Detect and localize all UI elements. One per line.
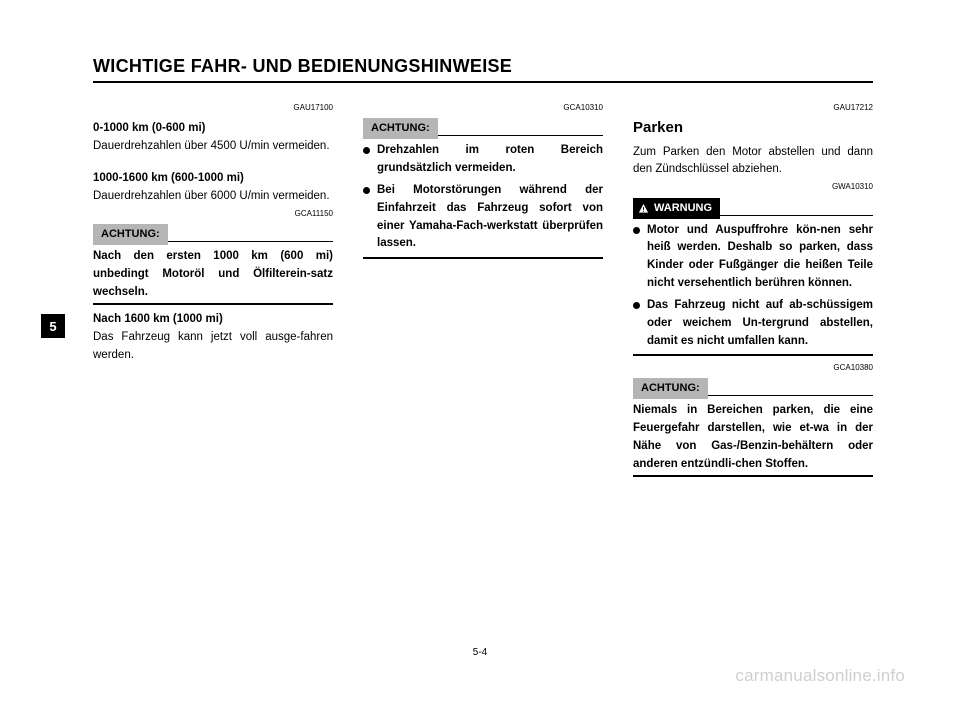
reference-code: GCA10310 <box>363 102 603 114</box>
subheading: 0-1000 km (0-600 mi) <box>93 120 333 138</box>
list-item: Drehzahlen im roten Bereich grundsätzlic… <box>363 142 603 178</box>
achtung-label: ACHTUNG: <box>363 118 438 139</box>
content-columns: GAU17100 0-1000 km (0-600 mi) Dauerdrehz… <box>93 100 873 483</box>
achtung-list: Drehzahlen im roten Bereich grundsätzlic… <box>363 142 603 253</box>
warnung-label-text: WARNUNG <box>654 200 712 217</box>
subheading: Nach 1600 km (1000 mi) <box>93 311 333 329</box>
warnung-label: WARNUNG <box>633 198 720 219</box>
watermark: carmanualsonline.info <box>735 666 905 686</box>
subheading: 1000-1600 km (600-1000 mi) <box>93 170 333 188</box>
reference-code: GCA10380 <box>633 362 873 374</box>
column-1: GAU17100 0-1000 km (0-600 mi) Dauerdrehz… <box>93 100 333 483</box>
warnung-label-row: WARNUNG <box>633 196 873 216</box>
list-item: Motor und Auspuffrohre kön-nen sehr heiß… <box>633 222 873 293</box>
paragraph: Dauerdrehzahlen über 6000 U/min vermeide… <box>93 188 333 206</box>
page-title: WICHTIGE FAHR- UND BEDIENUNGSHINWEISE <box>93 56 512 77</box>
reference-code: GAU17212 <box>633 102 873 114</box>
achtung-label: ACHTUNG: <box>633 378 708 399</box>
achtung-text: Nach den ersten 1000 km (600 mi) unbedin… <box>93 248 333 301</box>
warning-icon <box>638 203 649 214</box>
achtung-label-row: ACHTUNG: <box>633 376 873 396</box>
page-number: 5-4 <box>0 647 960 658</box>
paragraph: Zum Parken den Motor abstellen und dann … <box>633 144 873 180</box>
list-item: Das Fahrzeug nicht auf ab-schüssigem ode… <box>633 297 873 350</box>
paragraph: Das Fahrzeug kann jetzt voll ausge-fahre… <box>93 329 333 365</box>
achtung-label-row: ACHTUNG: <box>363 116 603 136</box>
achtung-text: Niemals in Bereichen parken, die eine Fe… <box>633 402 873 473</box>
paragraph: Dauerdrehzahlen über 4500 U/min vermeide… <box>93 138 333 156</box>
achtung-label-row: ACHTUNG: <box>93 222 333 242</box>
warnung-list: Motor und Auspuffrohre kön-nen sehr heiß… <box>633 222 873 351</box>
section-rule <box>363 257 603 259</box>
section-rule <box>633 475 873 477</box>
title-rule <box>93 81 873 83</box>
reference-code: GCA11150 <box>93 208 333 220</box>
list-item: Bei Motorstörungen während der Einfahrze… <box>363 182 603 253</box>
section-rule <box>93 303 333 305</box>
section-rule <box>633 354 873 356</box>
section-heading: Parken <box>633 116 873 139</box>
achtung-label: ACHTUNG: <box>93 224 168 245</box>
column-2: GCA10310 ACHTUNG: Drehzahlen im roten Be… <box>363 100 603 483</box>
reference-code: GWA10310 <box>633 181 873 193</box>
chapter-tab: 5 <box>41 314 65 338</box>
column-3: GAU17212 Parken Zum Parken den Motor abs… <box>633 100 873 483</box>
reference-code: GAU17100 <box>93 102 333 114</box>
